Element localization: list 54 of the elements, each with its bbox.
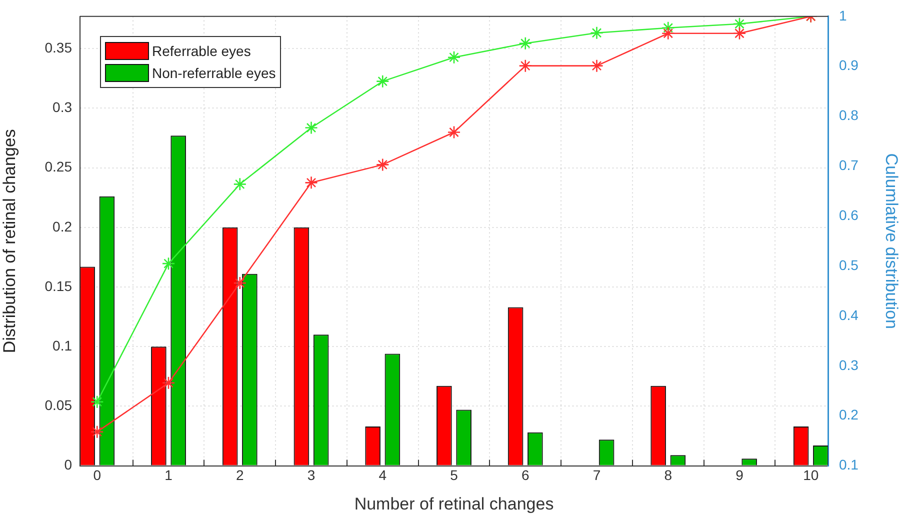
x-axis-title: Number of retinal changes: [354, 494, 554, 514]
y2-tick-label: 1: [839, 7, 847, 24]
y-tick-label: 0.1: [52, 337, 72, 354]
x-tick-label: 10: [803, 467, 819, 484]
y-axis-title: Distribution of retinal changes: [0, 129, 19, 354]
y2-tick-label: 0.9: [839, 57, 859, 74]
y2-tick-label: 0.8: [839, 107, 859, 124]
point: [162, 256, 176, 270]
x-tick-label: 2: [236, 467, 244, 484]
point: [590, 26, 604, 40]
x-tick-label: 8: [664, 467, 672, 484]
point: [233, 178, 247, 191]
point: [447, 126, 461, 139]
x-tick-label: 4: [378, 467, 387, 484]
y2-tick-label: 0.6: [839, 206, 859, 223]
x-tick-label: 6: [521, 467, 530, 484]
y2-tick-label: 0.5: [839, 256, 859, 273]
point: [661, 21, 675, 35]
point: [376, 74, 390, 88]
y-tick-label: 0.35: [44, 39, 72, 56]
y-tick-label: 0.15: [44, 278, 72, 294]
y2-tick-label: 0.3: [839, 356, 859, 373]
y-tick-label: 0.05: [44, 397, 72, 414]
point: [233, 276, 247, 290]
y2-tick-label: 0.4: [839, 306, 859, 323]
x-tick-label: 1: [164, 467, 173, 484]
point: [447, 50, 461, 64]
point: [732, 17, 746, 31]
point: [90, 425, 104, 438]
x-tick-label: 7: [592, 467, 601, 484]
y2-axis-title: Culumlative distribution: [882, 153, 902, 329]
y2-tick-label: 0.7: [839, 157, 859, 174]
y2-tick-label: 0.2: [839, 406, 859, 423]
y-tick-label: 0.2: [52, 218, 72, 234]
legend-label: Non-referrable eyes: [152, 65, 276, 82]
point: [304, 176, 318, 190]
point: [90, 395, 104, 409]
y-tick-label: 0: [64, 456, 72, 473]
y2-tick-label: 0.1: [839, 456, 859, 473]
legend-label: Referrable eyes: [152, 43, 251, 60]
y-tick-label: 0.3: [52, 99, 72, 116]
point: [518, 36, 532, 50]
x-tick-label: 9: [736, 467, 744, 484]
point: [732, 26, 746, 40]
point: [661, 26, 675, 40]
y-tick-label: 0.25: [44, 158, 72, 175]
point: [376, 158, 390, 172]
x-tick-label: 3: [307, 467, 316, 484]
point: [162, 376, 176, 390]
point: [518, 59, 532, 72]
x-tick-label: 5: [450, 467, 458, 484]
point: [590, 59, 604, 72]
point: [304, 121, 318, 134]
x-tick-label: 0: [93, 467, 102, 484]
